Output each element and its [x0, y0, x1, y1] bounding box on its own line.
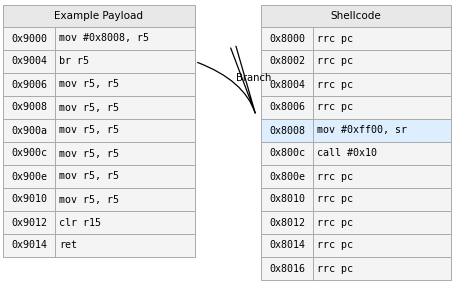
Bar [3, 27, 195, 50]
Bar [3, 50, 195, 73]
Bar [3, 119, 195, 142]
Text: 0x900a: 0x900a [11, 125, 47, 136]
Text: clr r15: clr r15 [59, 218, 101, 227]
Bar [261, 50, 451, 73]
Text: 0x800c: 0x800c [269, 149, 305, 158]
Bar [261, 211, 451, 234]
Bar [261, 96, 451, 119]
Text: rrc pc: rrc pc [317, 57, 353, 66]
Text: rrc pc: rrc pc [317, 79, 353, 90]
Text: 0x9014: 0x9014 [11, 240, 47, 251]
Bar [261, 257, 451, 280]
Text: rrc pc: rrc pc [317, 264, 353, 273]
Bar [3, 5, 195, 27]
Text: mov r5, r5: mov r5, r5 [59, 149, 119, 158]
Text: Example Payload: Example Payload [54, 11, 143, 21]
Text: rrc pc: rrc pc [317, 240, 353, 251]
Text: 0x9000: 0x9000 [11, 34, 47, 44]
Text: br r5: br r5 [59, 57, 89, 66]
Text: rrc pc: rrc pc [317, 103, 353, 112]
Text: mov r5, r5: mov r5, r5 [59, 103, 119, 112]
Text: 0x8006: 0x8006 [269, 103, 305, 112]
Text: 0x8004: 0x8004 [269, 79, 305, 90]
Text: 0x9012: 0x9012 [11, 218, 47, 227]
Bar [3, 96, 195, 119]
Text: 0x9004: 0x9004 [11, 57, 47, 66]
Text: mov #0xff00, sr: mov #0xff00, sr [317, 125, 407, 136]
Bar [261, 165, 451, 188]
Bar [261, 234, 451, 257]
Bar [261, 27, 451, 50]
Bar [3, 234, 195, 257]
Bar [261, 119, 451, 142]
Text: Branch: Branch [236, 73, 271, 83]
Text: rrc pc: rrc pc [317, 34, 353, 44]
Text: mov #0x8008, r5: mov #0x8008, r5 [59, 34, 149, 44]
Text: 0x9010: 0x9010 [11, 194, 47, 205]
Text: 0x8010: 0x8010 [269, 194, 305, 205]
Bar [261, 142, 451, 165]
Text: 0x9006: 0x9006 [11, 79, 47, 90]
Text: call #0x10: call #0x10 [317, 149, 377, 158]
Text: Shellcode: Shellcode [331, 11, 381, 21]
Text: 0x800e: 0x800e [269, 171, 305, 181]
Text: 0x8002: 0x8002 [269, 57, 305, 66]
Text: rrc pc: rrc pc [317, 171, 353, 181]
Text: mov r5, r5: mov r5, r5 [59, 194, 119, 205]
Text: 0x9008: 0x9008 [11, 103, 47, 112]
Text: ret: ret [59, 240, 77, 251]
Text: 0x8016: 0x8016 [269, 264, 305, 273]
Text: 0x8014: 0x8014 [269, 240, 305, 251]
Text: mov r5, r5: mov r5, r5 [59, 171, 119, 181]
Bar [261, 73, 451, 96]
Bar [3, 165, 195, 188]
Bar [261, 5, 451, 27]
Text: mov r5, r5: mov r5, r5 [59, 79, 119, 90]
Bar [3, 188, 195, 211]
Text: rrc pc: rrc pc [317, 194, 353, 205]
Bar [3, 73, 195, 96]
Bar [3, 142, 195, 165]
Text: 0x8012: 0x8012 [269, 218, 305, 227]
Text: 0x8008: 0x8008 [269, 125, 305, 136]
Text: 0x900e: 0x900e [11, 171, 47, 181]
Bar [3, 211, 195, 234]
Text: rrc pc: rrc pc [317, 218, 353, 227]
Bar [261, 188, 451, 211]
Text: 0x900c: 0x900c [11, 149, 47, 158]
Text: 0x8000: 0x8000 [269, 34, 305, 44]
Text: mov r5, r5: mov r5, r5 [59, 125, 119, 136]
